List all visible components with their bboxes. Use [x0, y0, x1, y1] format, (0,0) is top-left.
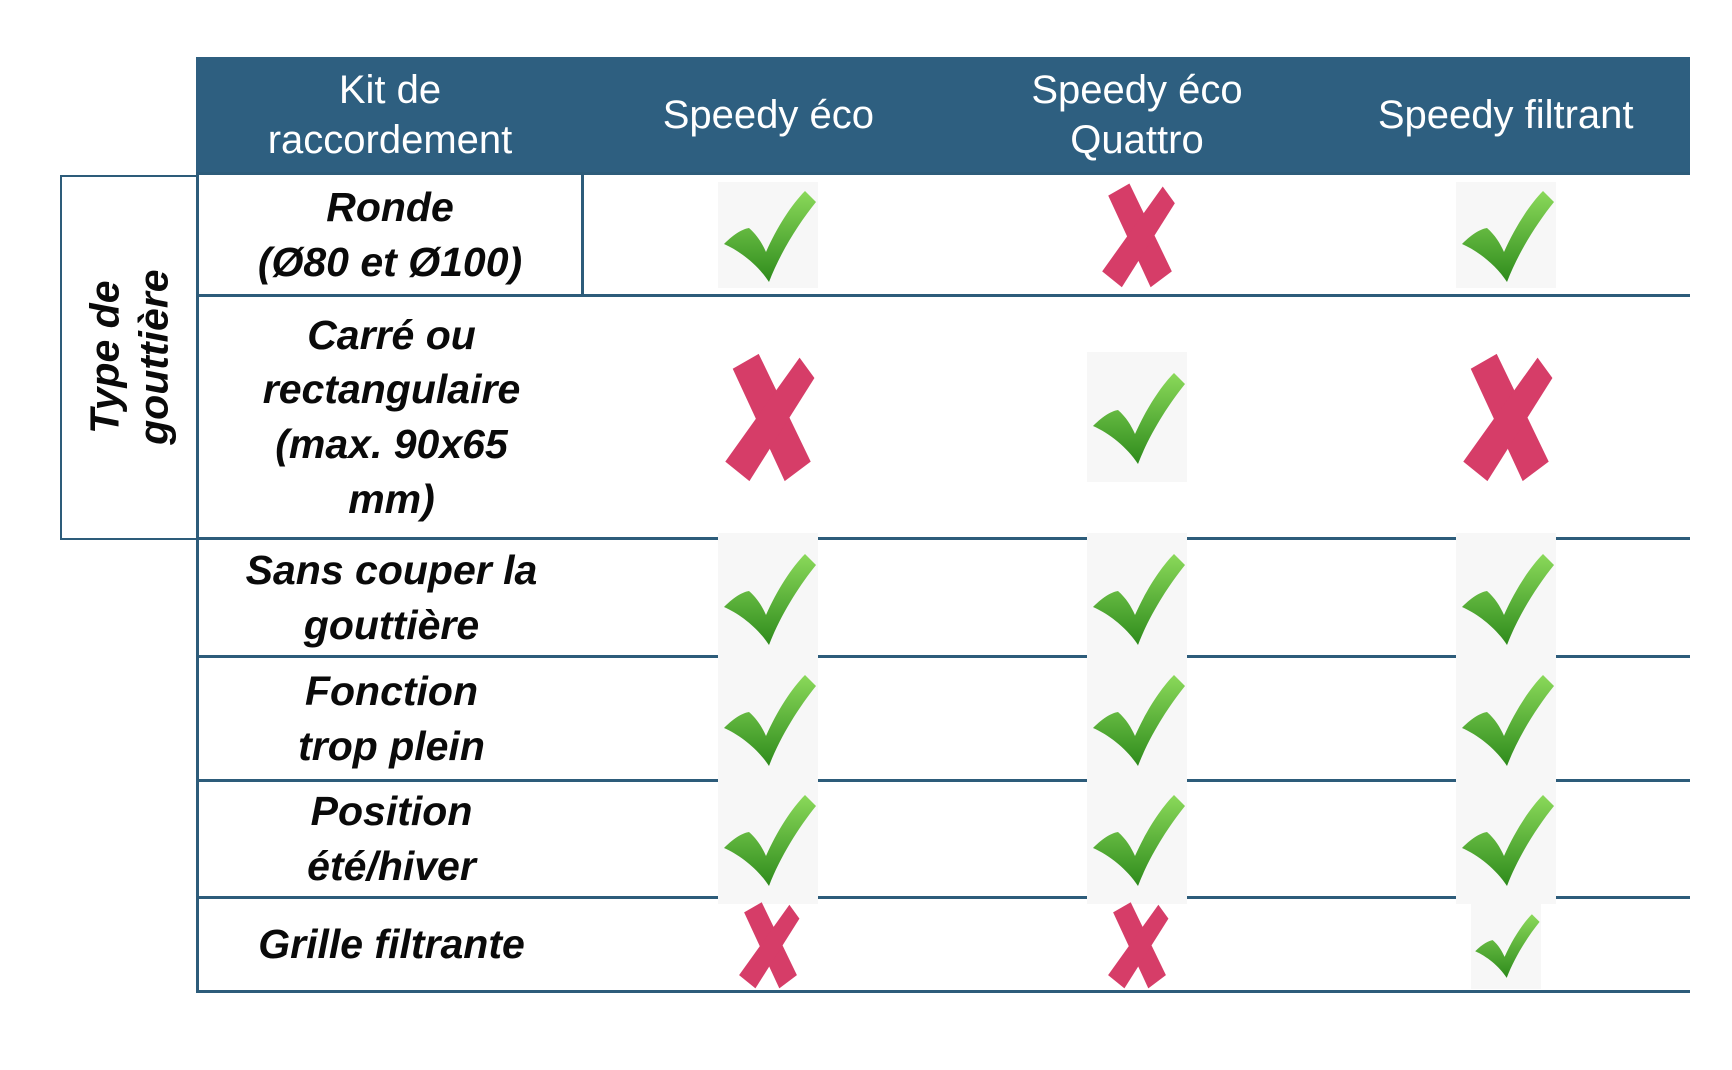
- table-cell: [584, 774, 953, 904]
- cross-icon: [1456, 352, 1556, 482]
- comparison-table: Kit de raccordement Speedy éco Speedy éc…: [196, 57, 1690, 993]
- table-row: Grille filtrante: [199, 899, 1690, 993]
- row-label: Ronde (Ø80 et Ø100): [199, 175, 584, 294]
- table-body: Ronde (Ø80 et Ø100) Carré ou rectangulair…: [196, 175, 1690, 993]
- row-label: Sans couper la gouttière: [245, 546, 538, 648]
- header-speedy-eco-quattro: Speedy éco Quattro: [1031, 67, 1243, 162]
- check-icon: [718, 653, 819, 784]
- table-row: Sans couper la gouttière: [199, 532, 1690, 663]
- table-cell: [1321, 899, 1690, 990]
- table-row: Carré ou rectangulaire (max. 90x65 mm): [199, 297, 1690, 540]
- cross-icon: [733, 901, 803, 989]
- row-label: Position été/hiver: [307, 788, 476, 889]
- table-cell: [584, 899, 953, 990]
- table-cell: [584, 653, 953, 784]
- table-cell: [1321, 774, 1690, 904]
- table-cell: [1321, 297, 1690, 537]
- header-speedy-filtrant: Speedy filtrant: [1377, 92, 1634, 137]
- table-cell: [1321, 653, 1690, 784]
- check-icon: [1455, 532, 1556, 663]
- table-cell: [1321, 532, 1690, 663]
- check-icon: [1087, 352, 1187, 482]
- check-icon: [1455, 181, 1556, 288]
- row-group-label: Type de gouttière: [81, 269, 177, 446]
- header-speedy-eco: Speedy éco: [662, 92, 874, 137]
- table-row: Fonction trop plein: [199, 653, 1690, 784]
- table-header-row: Kit de raccordement Speedy éco Speedy éc…: [196, 57, 1690, 175]
- table-cell: [584, 175, 953, 294]
- cross-icon: [1102, 901, 1172, 989]
- table-cell: [953, 175, 1322, 294]
- cross-icon: [1087, 182, 1187, 288]
- check-icon: [1455, 653, 1556, 784]
- table-row: Position été/hiver: [199, 774, 1690, 904]
- check-icon: [1087, 653, 1187, 784]
- row-group-box: Type de gouttière: [60, 175, 199, 540]
- table-row: Ronde (Ø80 et Ø100): [199, 175, 1690, 297]
- cross-icon: [718, 352, 818, 482]
- check-icon: [718, 181, 819, 288]
- check-icon: [1087, 532, 1187, 663]
- table-cell: [953, 532, 1322, 663]
- table-cell: [953, 297, 1322, 537]
- row-label: Carré ou rectangulaire (max. 90x65 mm): [262, 311, 521, 522]
- table-cell: [584, 297, 953, 537]
- table-cell: [953, 653, 1322, 784]
- check-icon: [1470, 900, 1541, 989]
- table-cell: [1321, 175, 1690, 294]
- row-label: Fonction trop plein: [298, 667, 485, 769]
- table-cell: [953, 774, 1322, 904]
- header-kit-de-raccordement: Kit de raccordement: [267, 67, 513, 162]
- check-icon: [718, 532, 819, 663]
- check-icon: [1455, 774, 1556, 904]
- table-cell: [584, 532, 953, 663]
- check-icon: [718, 774, 819, 904]
- check-icon: [1087, 774, 1187, 904]
- row-label: Grille filtrante: [258, 921, 525, 968]
- table-cell: [953, 899, 1322, 990]
